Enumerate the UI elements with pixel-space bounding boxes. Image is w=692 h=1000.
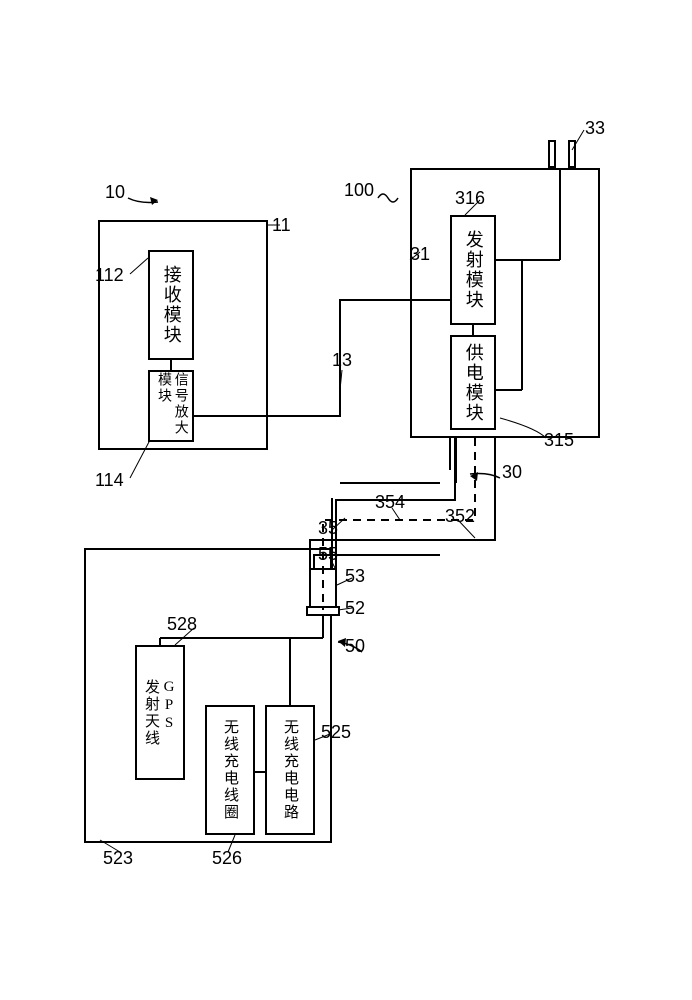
block-112-label: 接收模块 <box>160 265 182 345</box>
label-352: 352 <box>445 506 475 527</box>
label-114: 114 <box>95 470 124 491</box>
block-316-label: 发射模块 <box>462 230 484 310</box>
block-528: GPS发射天线 <box>135 645 185 780</box>
label-112: 112 <box>95 265 124 286</box>
arrow-30 <box>470 474 500 479</box>
block-525-label: 无线充电电路 <box>281 719 299 821</box>
label-100: 100 <box>344 180 374 201</box>
label-50: 50 <box>345 636 365 657</box>
leader-13 <box>340 370 342 390</box>
label-523: 523 <box>103 848 133 869</box>
block-315: 供电模块 <box>450 335 496 430</box>
label-35: 35 <box>318 518 338 539</box>
label-316: 316 <box>455 188 485 209</box>
block-114-ext: 信号放大模块 <box>148 370 194 442</box>
label-13: 13 <box>332 350 352 371</box>
block-316: 发射模块 <box>450 215 496 325</box>
wave-100 <box>378 194 398 202</box>
patch2 <box>300 470 340 498</box>
block-526-label: 无线充电线圈 <box>221 719 239 821</box>
connector-body <box>309 568 337 610</box>
connector-ring <box>306 606 340 616</box>
label-528: 528 <box>167 614 197 635</box>
arrow-10-head <box>150 197 158 205</box>
label-53: 53 <box>345 566 365 587</box>
label-55: 55 <box>318 544 338 565</box>
block-525: 无线充电电路 <box>265 705 315 835</box>
block-526: 无线充电线圈 <box>205 705 255 835</box>
block-315-label: 供电模块 <box>462 343 484 423</box>
arrow-30-head <box>470 472 478 481</box>
label-33: 33 <box>585 118 605 139</box>
label-52: 52 <box>345 598 365 619</box>
label-354: 354 <box>375 492 405 513</box>
plug-prong-1 <box>548 140 556 168</box>
label-31: 31 <box>410 244 430 265</box>
label-30: 30 <box>502 462 522 483</box>
label-525: 525 <box>321 722 351 743</box>
block-114-label: 信号放大模块 <box>154 372 188 440</box>
plug-prong-2 <box>568 140 576 168</box>
label-11: 11 <box>272 215 291 236</box>
label-315: 315 <box>544 430 574 451</box>
container-31 <box>410 168 600 438</box>
arrow-10 <box>128 198 158 203</box>
label-526: 526 <box>212 848 242 869</box>
label-10: 10 <box>105 182 125 203</box>
block-528-label: GPS发射天线 <box>142 679 178 747</box>
block-112: 接收模块 <box>148 250 194 360</box>
